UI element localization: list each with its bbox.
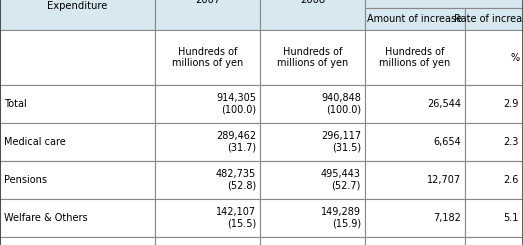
Bar [0,85,155,123]
Bar [260,237,365,245]
Bar [155,161,260,199]
Text: Hundreds of
millions of yen: Hundreds of millions of yen [172,47,243,68]
Bar [260,0,365,30]
Text: Hundreds of
millions of yen: Hundreds of millions of yen [277,47,348,68]
Bar [155,199,260,237]
Bar [0,30,155,85]
Text: Amount of increase: Amount of increase [368,14,462,24]
Text: 12,707: 12,707 [427,175,461,185]
Bar [465,237,523,245]
Bar [260,85,365,123]
Bar [365,85,465,123]
Bar [0,199,155,237]
Bar [0,237,155,245]
Text: 6,654: 6,654 [433,137,461,147]
Text: 26,544: 26,544 [427,99,461,109]
Bar [260,123,365,161]
Text: Welfare & Others: Welfare & Others [4,213,88,223]
Text: 940,848
(100.0): 940,848 (100.0) [321,93,361,115]
Text: 495,443
(52.7): 495,443 (52.7) [321,169,361,191]
Bar [155,237,260,245]
Text: 296,117
(31.5): 296,117 (31.5) [321,131,361,153]
Bar [365,30,465,85]
Bar [365,0,523,8]
Text: 7,182: 7,182 [433,213,461,223]
Bar [155,30,260,85]
Text: 142,107
(15.5): 142,107 (15.5) [216,207,256,229]
Bar [465,161,523,199]
Text: 914,305
(100.0): 914,305 (100.0) [216,93,256,115]
Bar [155,123,260,161]
Bar [465,85,523,123]
Text: 2007: 2007 [195,0,220,5]
Bar [260,199,365,237]
Bar [465,199,523,237]
Text: Rate of increase: Rate of increase [454,14,523,24]
Text: 289,462
(31.7): 289,462 (31.7) [216,131,256,153]
Bar [365,237,465,245]
Bar [365,199,465,237]
Bar [365,8,465,30]
Text: Medical care: Medical care [4,137,66,147]
Text: Total: Total [4,99,27,109]
Text: 2008: 2008 [300,0,325,5]
Text: %: % [511,52,520,62]
Bar [0,161,155,199]
Bar [155,85,260,123]
Text: 2.9: 2.9 [504,99,519,109]
Bar [0,123,155,161]
Text: 2.3: 2.3 [504,137,519,147]
Bar [465,8,523,30]
Text: 149,289
(15.9): 149,289 (15.9) [321,207,361,229]
Text: 2.6: 2.6 [504,175,519,185]
Text: Pensions: Pensions [4,175,47,185]
Text: Social Security
Expenditure: Social Security Expenditure [41,0,115,11]
Bar [465,123,523,161]
Bar [260,30,365,85]
Bar [365,123,465,161]
Bar [155,0,260,30]
Text: Hundreds of
millions of yen: Hundreds of millions of yen [379,47,451,68]
Bar [260,161,365,199]
Bar [465,30,523,85]
Bar [0,0,155,30]
Bar [365,161,465,199]
Text: 482,735
(52.8): 482,735 (52.8) [216,169,256,191]
Text: 5.1: 5.1 [504,213,519,223]
